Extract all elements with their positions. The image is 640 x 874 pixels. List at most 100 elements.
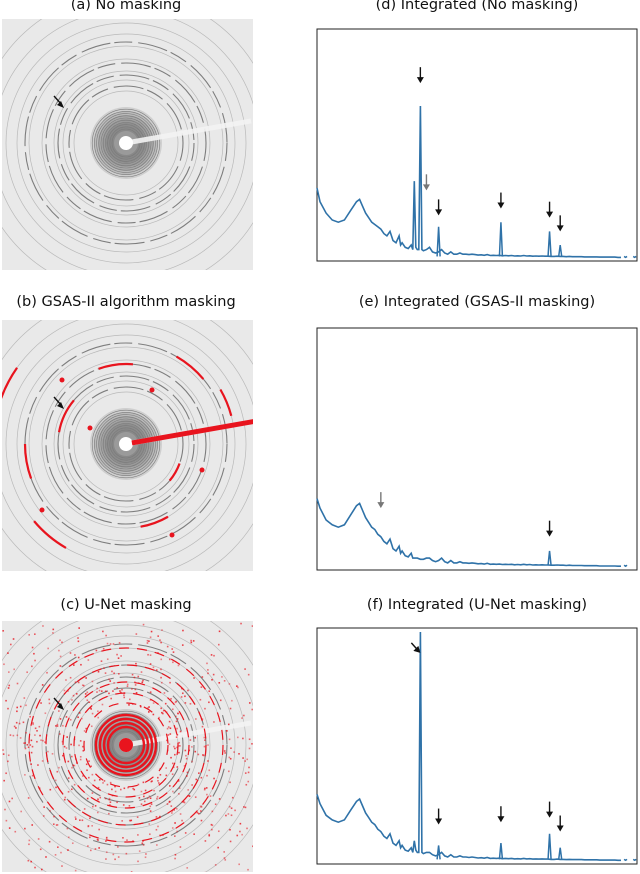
mask-speckle	[94, 848, 97, 850]
mask-speckle	[54, 854, 57, 856]
mask-speckle	[139, 704, 142, 707]
mask-core-ring	[94, 713, 158, 777]
mask-speckle	[168, 720, 171, 723]
mask-speckle	[81, 819, 84, 822]
mask-speckle	[176, 718, 179, 720]
mask-speckle	[123, 696, 126, 699]
panel-d-title: (d) Integrated (No masking)	[375, 0, 579, 13]
mask-speckle	[244, 806, 247, 809]
mask-speckle	[97, 716, 100, 719]
diffraction-peak	[557, 847, 563, 860]
mask-speckle	[210, 823, 213, 826]
mask-speckle	[4, 808, 6, 811]
mask-speckle	[162, 709, 165, 712]
mask-speckle	[146, 639, 149, 642]
mask-speckle	[109, 804, 111, 806]
mask-speckle	[148, 795, 151, 798]
mask-speckle	[31, 745, 34, 748]
mask-speckle	[86, 797, 89, 800]
mask-speckle	[109, 680, 112, 682]
halo-ring	[107, 425, 145, 463]
mask-speckle	[69, 676, 72, 679]
mask-speckle	[187, 689, 189, 692]
mask-speckle	[19, 737, 22, 739]
mask-speckle	[53, 815, 55, 818]
panel-b-title: (b) GSAS-II algorithm masking	[16, 294, 236, 310]
mask-speckle	[116, 653, 118, 656]
mask-speckle	[156, 844, 158, 846]
mask-speckle	[33, 652, 35, 655]
mask-speckle	[34, 727, 37, 730]
mask-speckle	[183, 801, 186, 804]
mask-speckle	[63, 689, 66, 692]
mask-speckle	[142, 844, 145, 846]
diffraction-peak	[632, 858, 637, 862]
mask-speckle	[159, 815, 161, 818]
mask-ring	[73, 692, 179, 798]
mask-speckle	[181, 687, 183, 690]
mask-speckle	[89, 817, 91, 820]
mask-speckle	[102, 630, 104, 633]
mask-arc	[140, 515, 169, 528]
halo-ring	[105, 122, 147, 164]
mask-speckle	[229, 840, 232, 843]
mask-speckle	[85, 763, 88, 766]
mask-speckle	[12, 734, 15, 737]
mask-speckle	[170, 756, 172, 759]
mask-speckle	[132, 840, 134, 842]
mask-speckle	[149, 833, 151, 836]
mask-speckle	[247, 771, 250, 774]
mask-speckle	[70, 743, 72, 746]
halo-ring	[102, 420, 150, 468]
ring-arrow-head	[57, 703, 64, 710]
mask-speckle	[25, 704, 27, 707]
mask-speckle	[105, 840, 107, 842]
mask-speckle	[114, 858, 116, 861]
mask-speckle	[100, 690, 103, 692]
detector-image-unet-mask	[2, 621, 253, 872]
mask-speckle	[117, 856, 120, 858]
mask-speckle	[208, 834, 211, 837]
mask-speckle	[238, 863, 240, 866]
mask-speckle	[75, 693, 78, 695]
mask-speckle	[152, 713, 155, 716]
mask-speckle	[7, 754, 10, 757]
mask-speckle	[102, 647, 105, 650]
halo-ring	[100, 117, 152, 169]
mask-speckle	[89, 707, 92, 709]
mask-speckle	[167, 734, 170, 736]
mask-speckle	[29, 744, 32, 746]
mask-speckle	[214, 803, 217, 806]
halo-ring	[100, 418, 152, 470]
detector-c-svg	[2, 621, 253, 872]
mask-speckle	[28, 839, 31, 842]
mask-speckle	[56, 770, 59, 773]
mask-speckle	[163, 692, 166, 694]
mask-speckle	[42, 815, 45, 817]
mask-speckle	[198, 772, 200, 774]
mask-speckle	[195, 718, 197, 720]
mask-speckle	[157, 825, 159, 828]
mask-speckle	[19, 705, 22, 708]
mask-speckle	[62, 754, 64, 757]
mask-speckle	[155, 828, 158, 831]
plot-frame	[316, 28, 638, 262]
peak-arrow-head	[497, 202, 505, 209]
mask-speckle	[123, 694, 125, 696]
mask-speckle	[83, 730, 86, 732]
diffraction-peak	[623, 564, 628, 568]
mask-speckle	[185, 775, 188, 777]
mask-speckle	[58, 649, 60, 652]
mask-speckle	[105, 836, 108, 839]
mask-speckle	[83, 808, 86, 810]
mask-speckle	[77, 681, 80, 684]
mask-speckle	[59, 639, 61, 642]
diffraction-ring	[53, 70, 199, 216]
mask-speckle	[208, 690, 211, 693]
mask-speckle	[57, 846, 59, 849]
mask-speckle	[18, 722, 21, 725]
mask-speckle	[87, 659, 90, 661]
mask-speckle	[126, 839, 128, 841]
peak-arrow-head	[556, 825, 564, 832]
mask-speckle	[145, 853, 147, 855]
